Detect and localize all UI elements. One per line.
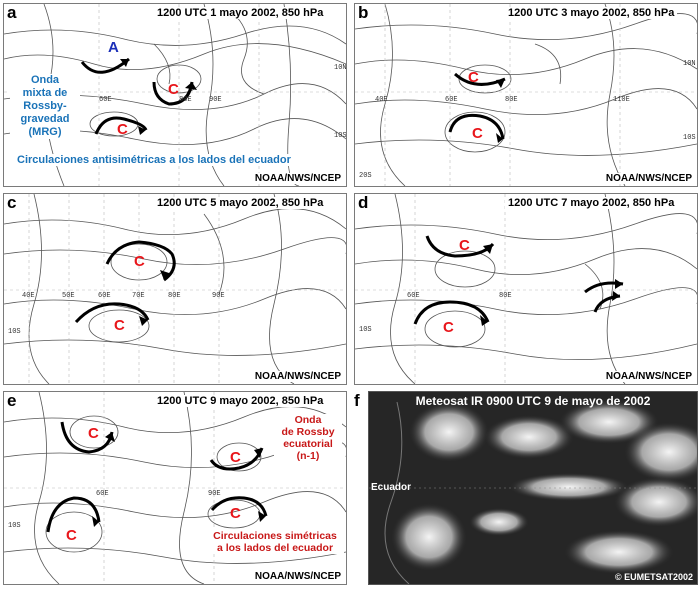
panel-b: b 1200 UTC 3 mayo 2002, 850 hPa C C 40E …	[354, 3, 698, 187]
tick-label: 60E	[98, 292, 111, 300]
tick-label: 80E	[179, 96, 192, 104]
panel-label-d: d	[358, 193, 369, 212]
tick-label: 80E	[505, 96, 518, 104]
antisymmetric-banner: Circulaciones antisimétricas a los lados…	[14, 154, 294, 166]
circulation-arrows-e	[46, 421, 268, 533]
credit-label-d: NOAA/NWS/NCEP	[603, 371, 694, 382]
cyclone-marker: C	[117, 121, 128, 138]
tick-label: 90E	[209, 96, 222, 104]
panel-d: d 1200 UTC 7 mayo 2002, 850 hPa C C 60E …	[354, 193, 698, 385]
credit-label-c: NOAA/NWS/NCEP	[252, 371, 343, 382]
rossby-wave-note: Onda de Rossby ecuatorial (n-1)	[274, 414, 342, 462]
panel-title-a: 1200 UTC 1 mayo 2002, 850 hPa	[154, 7, 327, 19]
tick-label: 110E	[613, 96, 630, 104]
panel-title-d: 1200 UTC 7 mayo 2002, 850 hPa	[505, 197, 678, 209]
streamline-map-b	[355, 4, 697, 186]
tick-label: 10S	[8, 522, 21, 530]
streamline-map-c	[4, 194, 346, 384]
credit-label-b: NOAA/NWS/NCEP	[603, 173, 694, 184]
tick-label: 10N	[334, 64, 347, 72]
tick-label: 60E	[407, 292, 420, 300]
anticyclone-marker: A	[108, 39, 119, 56]
equator-label: Ecuador	[371, 482, 412, 493]
tick-label: 10S	[683, 134, 696, 142]
panel-a: a 1200 UTC 1 mayo 2002, 850 hPa A C C 60…	[3, 3, 347, 187]
tick-label: 90E	[208, 490, 221, 498]
satellite-title: Meteosat IR 0900 UTC 9 de mayo de 2002	[415, 394, 651, 408]
panel-label-b: b	[358, 3, 369, 22]
tick-label: 50E	[62, 292, 75, 300]
panel-c: c 1200 UTC 5 mayo 2002, 850 hPa C C 40E …	[3, 193, 347, 385]
circulation-arrows-c	[74, 240, 176, 324]
satellite-cloud-field	[369, 392, 697, 584]
tick-label: 60E	[99, 96, 112, 104]
tick-label: 40E	[22, 292, 35, 300]
credit-label-a: NOAA/NWS/NCEP	[252, 173, 343, 184]
streamline-map-d	[355, 194, 697, 384]
tick-label: 40E	[375, 96, 388, 104]
panel-label-e: e	[7, 391, 17, 410]
mrg-wave-note: Onda mixta de Rossby- gravedad (MRG)	[10, 74, 80, 139]
panel-e: e 1200 UTC 9 mayo 2002, 850 hPa C C C C …	[3, 391, 347, 585]
cyclone-marker: C	[443, 319, 454, 336]
panel-label-a: a	[7, 3, 17, 22]
cyclone-marker: C	[468, 69, 479, 86]
panel-label-c: c	[7, 193, 17, 212]
tick-label: 70E	[132, 292, 145, 300]
cyclone-marker: C	[230, 505, 241, 522]
tick-label: 10S	[359, 326, 372, 334]
tick-label: 60E	[445, 96, 458, 104]
tick-label: 10S	[334, 132, 347, 140]
cyclone-marker: C	[88, 425, 99, 442]
tick-label: 20S	[359, 172, 372, 180]
symmetric-circulation-note: Circulaciones simétricas a los lados del…	[206, 530, 344, 554]
panel-title-e: 1200 UTC 9 mayo 2002, 850 hPa	[154, 395, 327, 407]
cyclone-marker: C	[230, 449, 241, 466]
cyclone-marker: C	[66, 527, 77, 544]
tick-label: 60E	[96, 490, 109, 498]
panel-title-b: 1200 UTC 3 mayo 2002, 850 hPa	[505, 7, 678, 19]
panel-title-c: 1200 UTC 5 mayo 2002, 850 hPa	[154, 197, 327, 209]
cyclone-marker: C	[168, 81, 179, 98]
panel-label-f: f	[354, 391, 360, 410]
eumetsat-credit: © EUMETSAT2002	[615, 572, 693, 582]
cyclone-marker: C	[459, 237, 470, 254]
tick-label: 10N	[683, 60, 696, 68]
tick-label: 90E	[212, 292, 225, 300]
cyclone-marker: C	[114, 317, 125, 334]
credit-label-e: NOAA/NWS/NCEP	[252, 571, 343, 582]
cyclone-marker: C	[472, 125, 483, 142]
satellite-image: Meteosat IR 0900 UTC 9 de mayo de 2002 E…	[368, 391, 698, 585]
tick-label: 80E	[499, 292, 512, 300]
tick-label: 80E	[168, 292, 181, 300]
cyclone-marker: C	[134, 253, 145, 270]
tick-label: 10S	[8, 328, 21, 336]
